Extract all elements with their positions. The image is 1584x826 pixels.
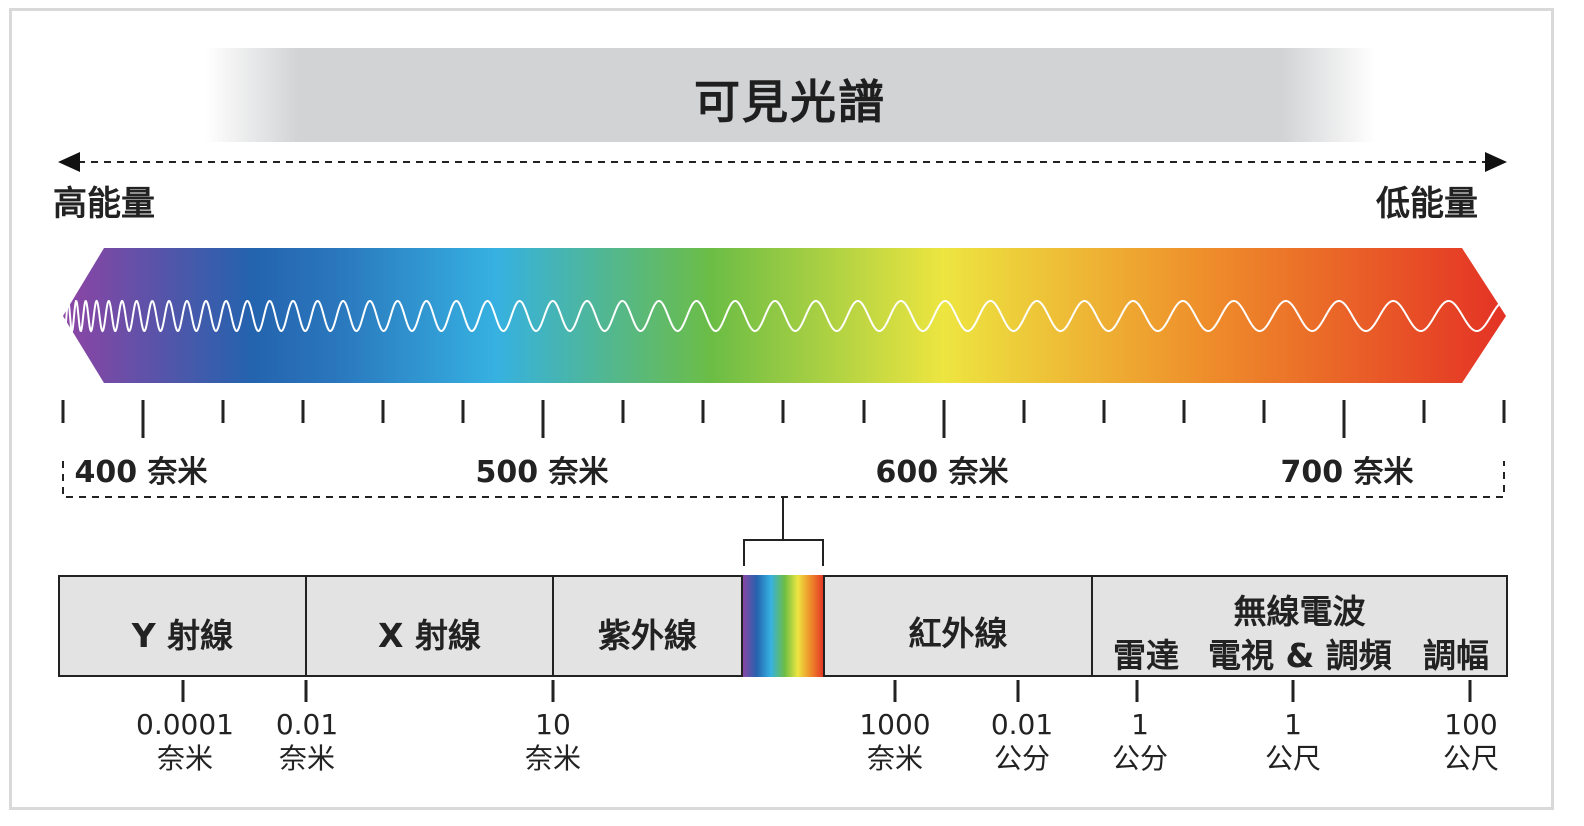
band-radio-radar: 雷達: [1113, 636, 1179, 675]
band-ir: 紅外線: [823, 575, 1093, 677]
scale-label: 100 公尺: [1443, 708, 1499, 776]
low-energy-label: 低能量: [1376, 184, 1478, 224]
scale-value: 0.0001: [136, 708, 234, 741]
band-xray-label: X 射線: [378, 616, 481, 655]
scale-label: 1000 奈米: [859, 708, 930, 776]
visible-light-strip: [742, 575, 824, 677]
scale-value: 1000: [859, 708, 931, 741]
band-gamma: Y 射線: [58, 575, 307, 677]
band-uv: 紫外線: [552, 575, 743, 677]
energy-arrow-right-head: [1485, 152, 1507, 172]
band-radio-tv-fm: 電視 & 調頻: [1208, 636, 1392, 675]
connector-bracket: [743, 539, 824, 566]
band-ir-label: 紅外線: [908, 614, 1008, 653]
scale-unit: 公分: [993, 742, 1050, 775]
scale-label: 0.01 奈米: [276, 708, 338, 776]
scale-value: 0.01: [990, 708, 1054, 741]
band-gamma-label: Y 射線: [131, 616, 234, 655]
wavelength-label-500: 500 奈米: [475, 455, 609, 490]
scale-label: 10 奈米: [525, 708, 581, 776]
band-uv-label: 紫外線: [598, 616, 697, 655]
energy-arrow-left-head: [58, 152, 80, 172]
wavelength-label-600: 600 奈米: [875, 455, 1009, 490]
scale-unit: 奈米: [524, 742, 582, 775]
scale-unit: 公尺: [1442, 742, 1500, 775]
scale-value: 1: [1284, 708, 1302, 741]
scale-label: 1 公尺: [1265, 708, 1321, 776]
scale-unit: 奈米: [156, 742, 214, 775]
scale-label: 0.0001 奈米: [136, 708, 234, 776]
band-radio-am: 調幅: [1423, 636, 1489, 675]
title-band: 可見光譜: [205, 48, 1375, 142]
scale-unit: 奈米: [866, 742, 924, 775]
scale-value: 1: [1131, 708, 1149, 741]
high-energy-label: 高能量: [53, 184, 155, 224]
wavelength-label-400: 400 奈米: [74, 455, 208, 490]
scale-unit: 公尺: [1264, 742, 1322, 775]
scale-ticks: [181, 680, 1472, 702]
wave-line: [63, 299, 1501, 334]
scale-value: 0.01: [275, 708, 339, 741]
scale-unit: 奈米: [278, 742, 335, 775]
figure-frame: [9, 8, 1554, 810]
diagram-title: 可見光譜: [694, 75, 886, 129]
wavelength-ticks: [61, 400, 1506, 438]
scale-value: 10: [535, 708, 571, 741]
scale-unit: 公分: [1111, 742, 1169, 775]
band-radio: 無線電波 雷達 電視 & 調頻 調幅: [1091, 575, 1508, 677]
scale-label: 0.01 公分: [991, 708, 1053, 776]
band-radio-title: 無線電波: [1233, 592, 1366, 631]
band-xray: X 射線: [305, 575, 554, 677]
scale-value: 100: [1444, 708, 1498, 741]
wavelength-label-700: 700 奈米: [1280, 455, 1414, 490]
scale-label: 1 公分: [1112, 708, 1168, 776]
